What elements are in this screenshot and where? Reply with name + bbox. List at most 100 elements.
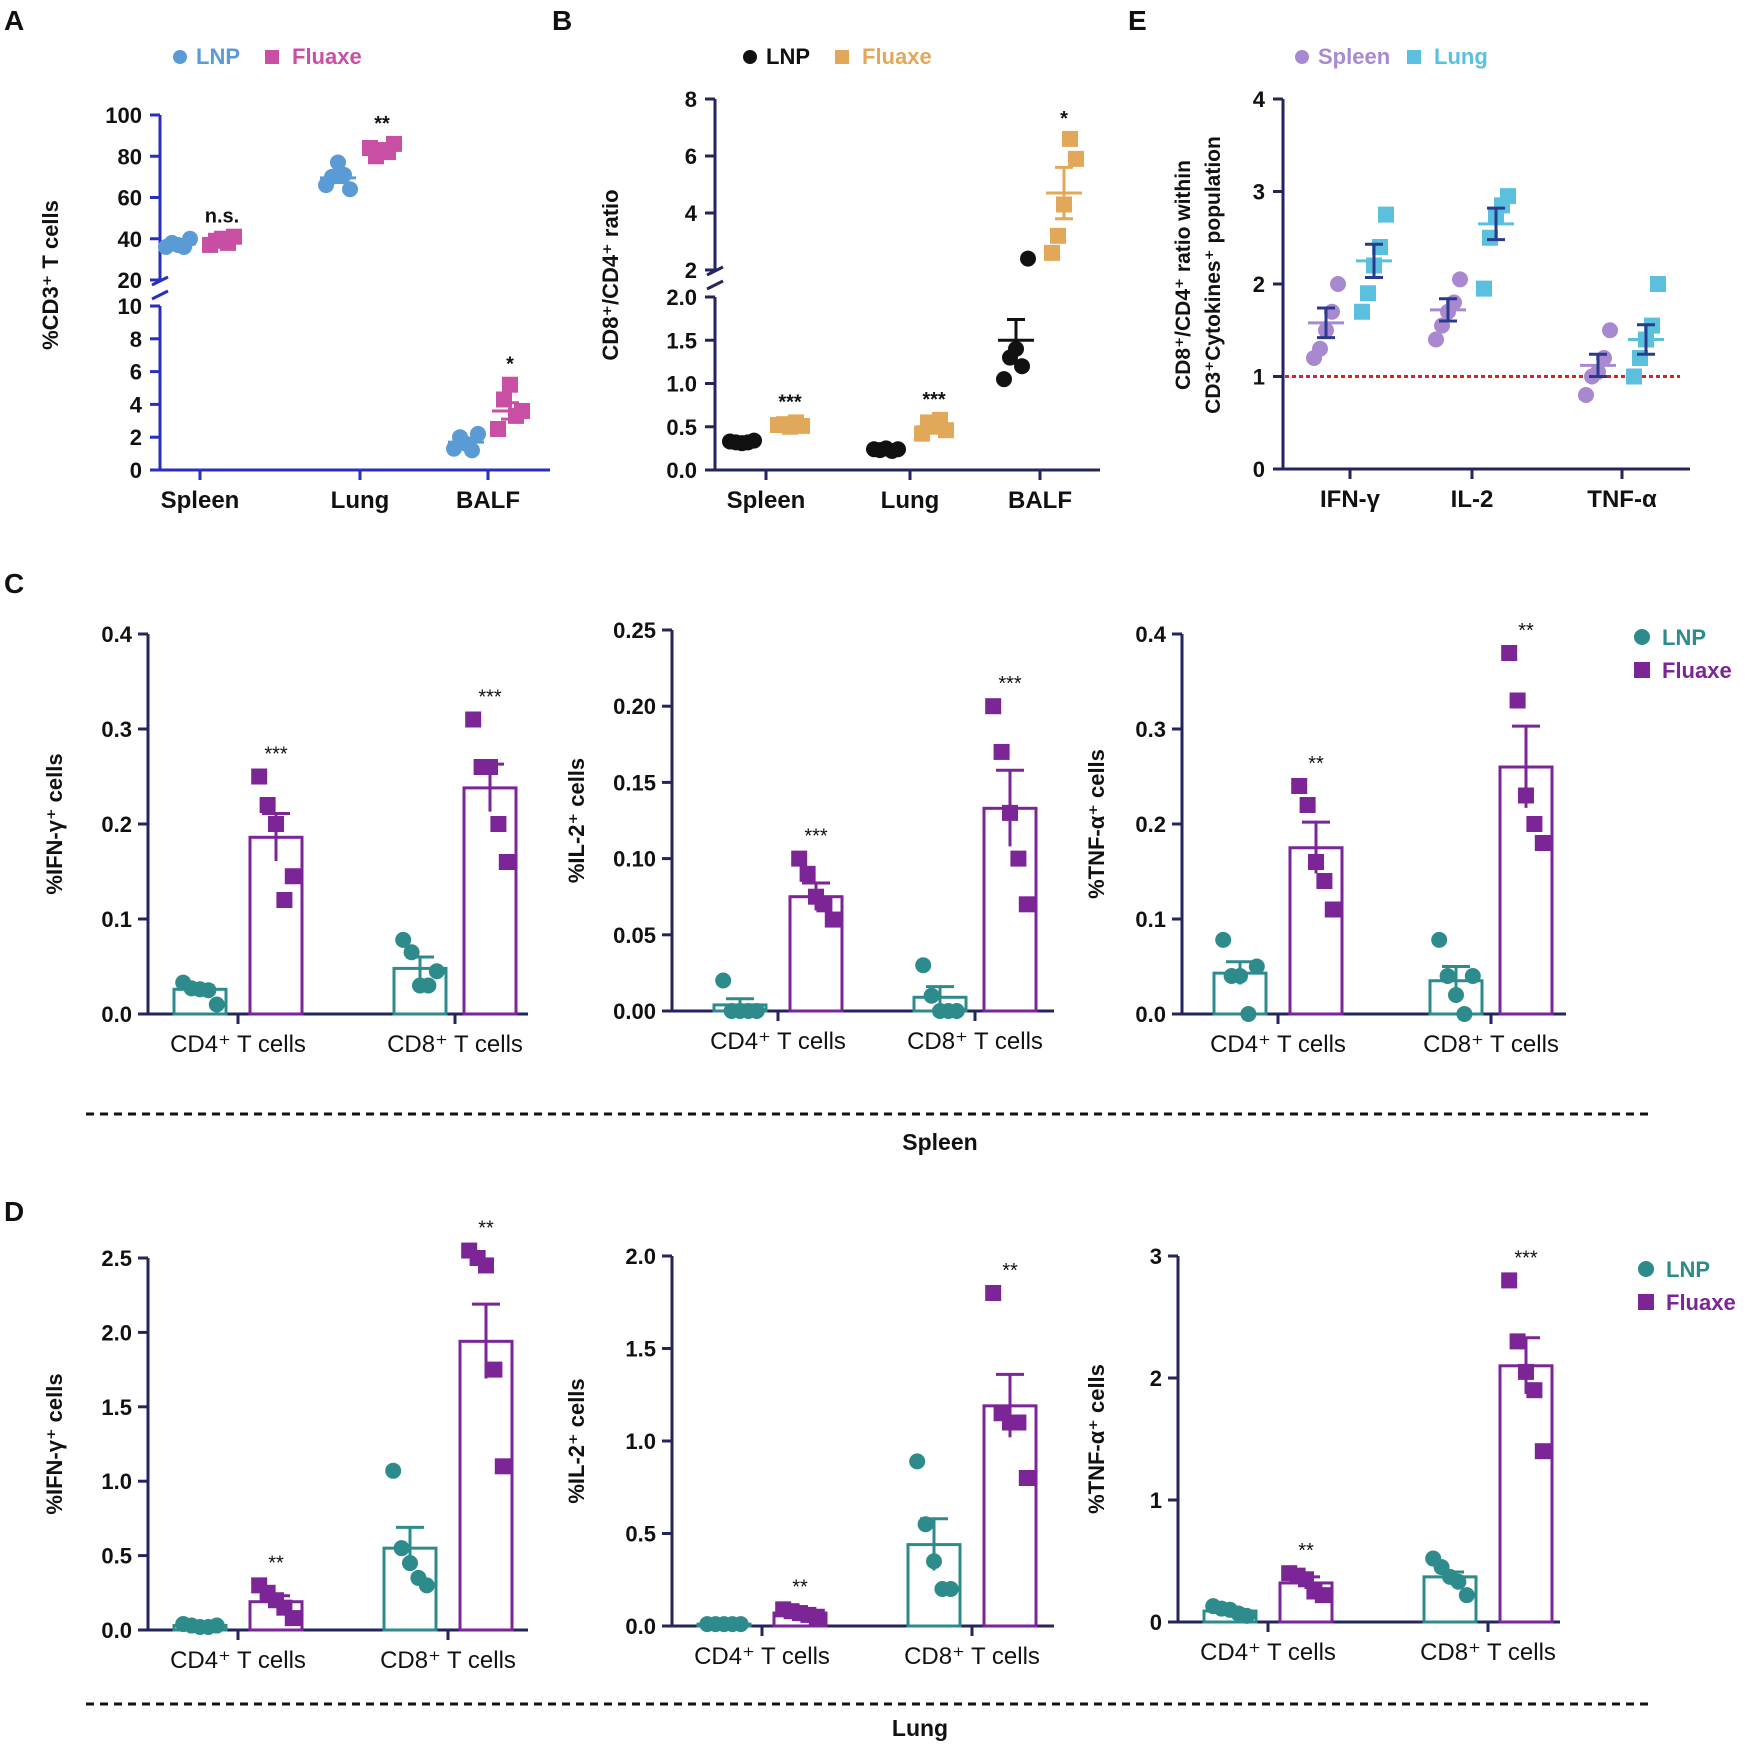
chart-d2-significance-label: ** [1002,1260,1018,1282]
chart-b-point-fluaxe [1062,130,1078,147]
chart-d1-y-tick-label: 1.5 [101,1395,132,1420]
chart-d3-x-tick-label: CD4⁺ T cells [1200,1639,1336,1666]
chart-e-point-spleen [1330,276,1346,292]
chart-d2-point-lnp [909,1453,926,1470]
chart-c3-legend-marker [1634,629,1650,645]
chart-a-y-tick-label: 6 [130,360,142,385]
chart-c3-point-fluaxe [1291,778,1308,794]
chart-c1-x-tick-label: CD4⁺ T cells [170,1031,306,1058]
chart-c3-point-lnp [1232,968,1248,984]
chart-c3-y-tick-label: 0.0 [1135,1002,1166,1027]
chart-d2-point-fluaxe [1018,1470,1035,1486]
chart-c3-point-lnp [1240,1006,1257,1022]
chart-d3-y-tick-label: 2 [1150,1366,1162,1391]
chart-b-point-lnp [996,371,1012,388]
chart-c3-point-fluaxe [1526,816,1543,832]
chart-e-legend-marker [1295,50,1309,64]
chart-d3-point-fluaxe [1314,1587,1331,1604]
chart-a-y-tick-label: 4 [130,392,143,417]
chart-a-y-tick-label: 100 [105,103,142,128]
chart-b-x-tick-label: Spleen [727,487,806,514]
chart-c2-point-lnp [715,972,732,989]
chart-d2-x-tick-label: CD4⁺ T cells [694,1643,830,1670]
chart-c1-significance-label: *** [478,687,502,709]
chart-a-y-tick-label: 8 [130,327,142,352]
chart-c3-y-tick-label: 0.3 [1135,717,1166,742]
chart-c3-point-fluaxe [1324,901,1341,918]
chart-c1-bar-fluaxe [462,786,518,1016]
chart-c3-point-lnp [1248,958,1265,975]
chart-b-legend-label: Fluaxe [862,44,932,69]
chart-e-point-spleen [1578,387,1594,403]
chart-c2-point-fluaxe [993,743,1010,760]
panel-label-a: A [4,5,24,36]
chart-c2-significance-label: *** [998,673,1022,695]
chart-b-point-fluaxe [1068,150,1084,167]
chart-d1-y-tick-label: 0.5 [101,1544,132,1569]
chart-a-significance-label: ** [374,113,390,135]
chart-c1-x-tick-label: CD8⁺ T cells [387,1031,523,1058]
chart-c3-point-lnp [1215,931,1232,948]
chart-c3-y-axis-label: %TNF-α⁺ cells [1084,749,1109,899]
chart-c1-point-lnp [420,977,437,994]
chart-a-legend-label: Fluaxe [292,44,362,69]
chart-d1-y-tick-label: 1.0 [101,1469,132,1494]
chart-b-y-tick-label: 1.5 [666,328,697,353]
chart-d2-y-tick-label: 0.5 [625,1522,656,1547]
chart-c2-y-tick-label: 0.15 [613,770,656,795]
chart-c1-significance-label: *** [264,744,288,766]
chart-c2-point-lnp [748,1003,765,1019]
chart-d3-significance-label: *** [1514,1247,1538,1269]
chart-d1-y-axis-label: %IFN-γ⁺ cells [42,1373,67,1514]
chart-a-legend-marker [265,50,279,64]
chart-c3-point-fluaxe [1534,835,1551,851]
chart-e-point-spleen [1312,340,1328,357]
chart-c3-y-tick-label: 0.2 [1135,812,1166,837]
chart-a-point-lnp [470,425,486,442]
chart-c2-y-tick-label: 0.20 [613,694,656,719]
chart-e-x-tick-label: IL-2 [1451,486,1494,513]
chart-c2-point-fluaxe [791,850,808,867]
chart-d3-point-lnp [1450,1573,1467,1590]
chart-b-y-tick-label: 2.0 [666,285,697,310]
chart-c2-point-fluaxe [1002,804,1018,821]
chart-e-legend-label: Lung [1434,44,1488,69]
chart-d2-x-tick-label: CD8⁺ T cells [904,1643,1040,1670]
chart-d1-significance-label: ** [268,1552,284,1574]
chart-c3-point-lnp [1431,931,1448,948]
chart-c1-y-axis-label: %IFN-γ⁺ cells [42,753,67,894]
chart-c1-y-tick-label: 0.0 [101,1002,132,1027]
chart-e-y-tick-label: 3 [1253,180,1265,205]
chart-c1-bar-fluaxe [248,835,304,1016]
chart-d3-point-fluaxe [1298,1571,1314,1588]
chart-c2-point-fluaxe [1010,850,1027,867]
chart-b-x-tick-label: Lung [881,487,940,514]
chart-e-point-lung [1360,285,1376,302]
chart-e-point-lung [1650,276,1666,292]
chart-c2-point-fluaxe [985,698,1002,715]
chart-d3-y-tick-label: 0 [1150,1610,1162,1635]
chart-b-axis-break-mark [706,279,724,291]
chart-d2-significance-label: ** [792,1576,808,1598]
chart-c2-point-lnp [915,957,932,974]
chart-c2-y-tick-label: 0.10 [613,847,656,872]
chart-e-point-spleen [1602,322,1618,339]
chart-e-point-lung [1626,368,1642,385]
chart-e-point-lung [1378,206,1394,223]
chart-c1-point-lnp [403,944,420,961]
chart-d3-legend-marker [1638,1261,1654,1277]
chart-c2-x-tick-label: CD8⁺ T cells [907,1028,1043,1055]
chart-d3-point-lnp [1458,1587,1475,1604]
chart-c2-point-lnp [923,987,940,1004]
chart-c1-point-fluaxe [276,892,293,908]
chart-c3-point-fluaxe [1299,797,1316,813]
chart-c2-point-fluaxe [824,911,841,928]
chart-c3-point-lnp [1464,968,1481,984]
chart-c2-y-tick-label: 0.00 [613,999,656,1024]
chart-e-point-lung [1354,303,1370,320]
chart-c1-y-tick-label: 0.1 [101,907,132,932]
chart-a-y-tick-label: 60 [118,186,142,211]
chart-b-point-fluaxe [1050,227,1066,244]
chart-d2-y-tick-label: 2.0 [625,1244,656,1269]
